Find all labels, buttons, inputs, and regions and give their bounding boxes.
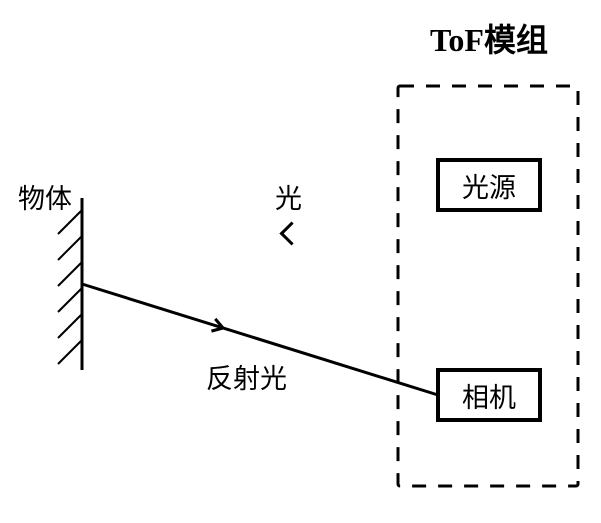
light-label: 光 [275, 186, 302, 213]
camera-box-label: 相机 [438, 370, 540, 420]
light-source-box-label: 光源 [438, 160, 540, 210]
diagram-stage: ToF模组 光源 相机 物体 光 反射光 [0, 0, 601, 523]
module-title: ToF模组 [430, 24, 548, 56]
object-label: 物体 [18, 186, 72, 213]
diagram-svg [0, 0, 601, 523]
reflect-label: 反射光 [206, 366, 287, 393]
